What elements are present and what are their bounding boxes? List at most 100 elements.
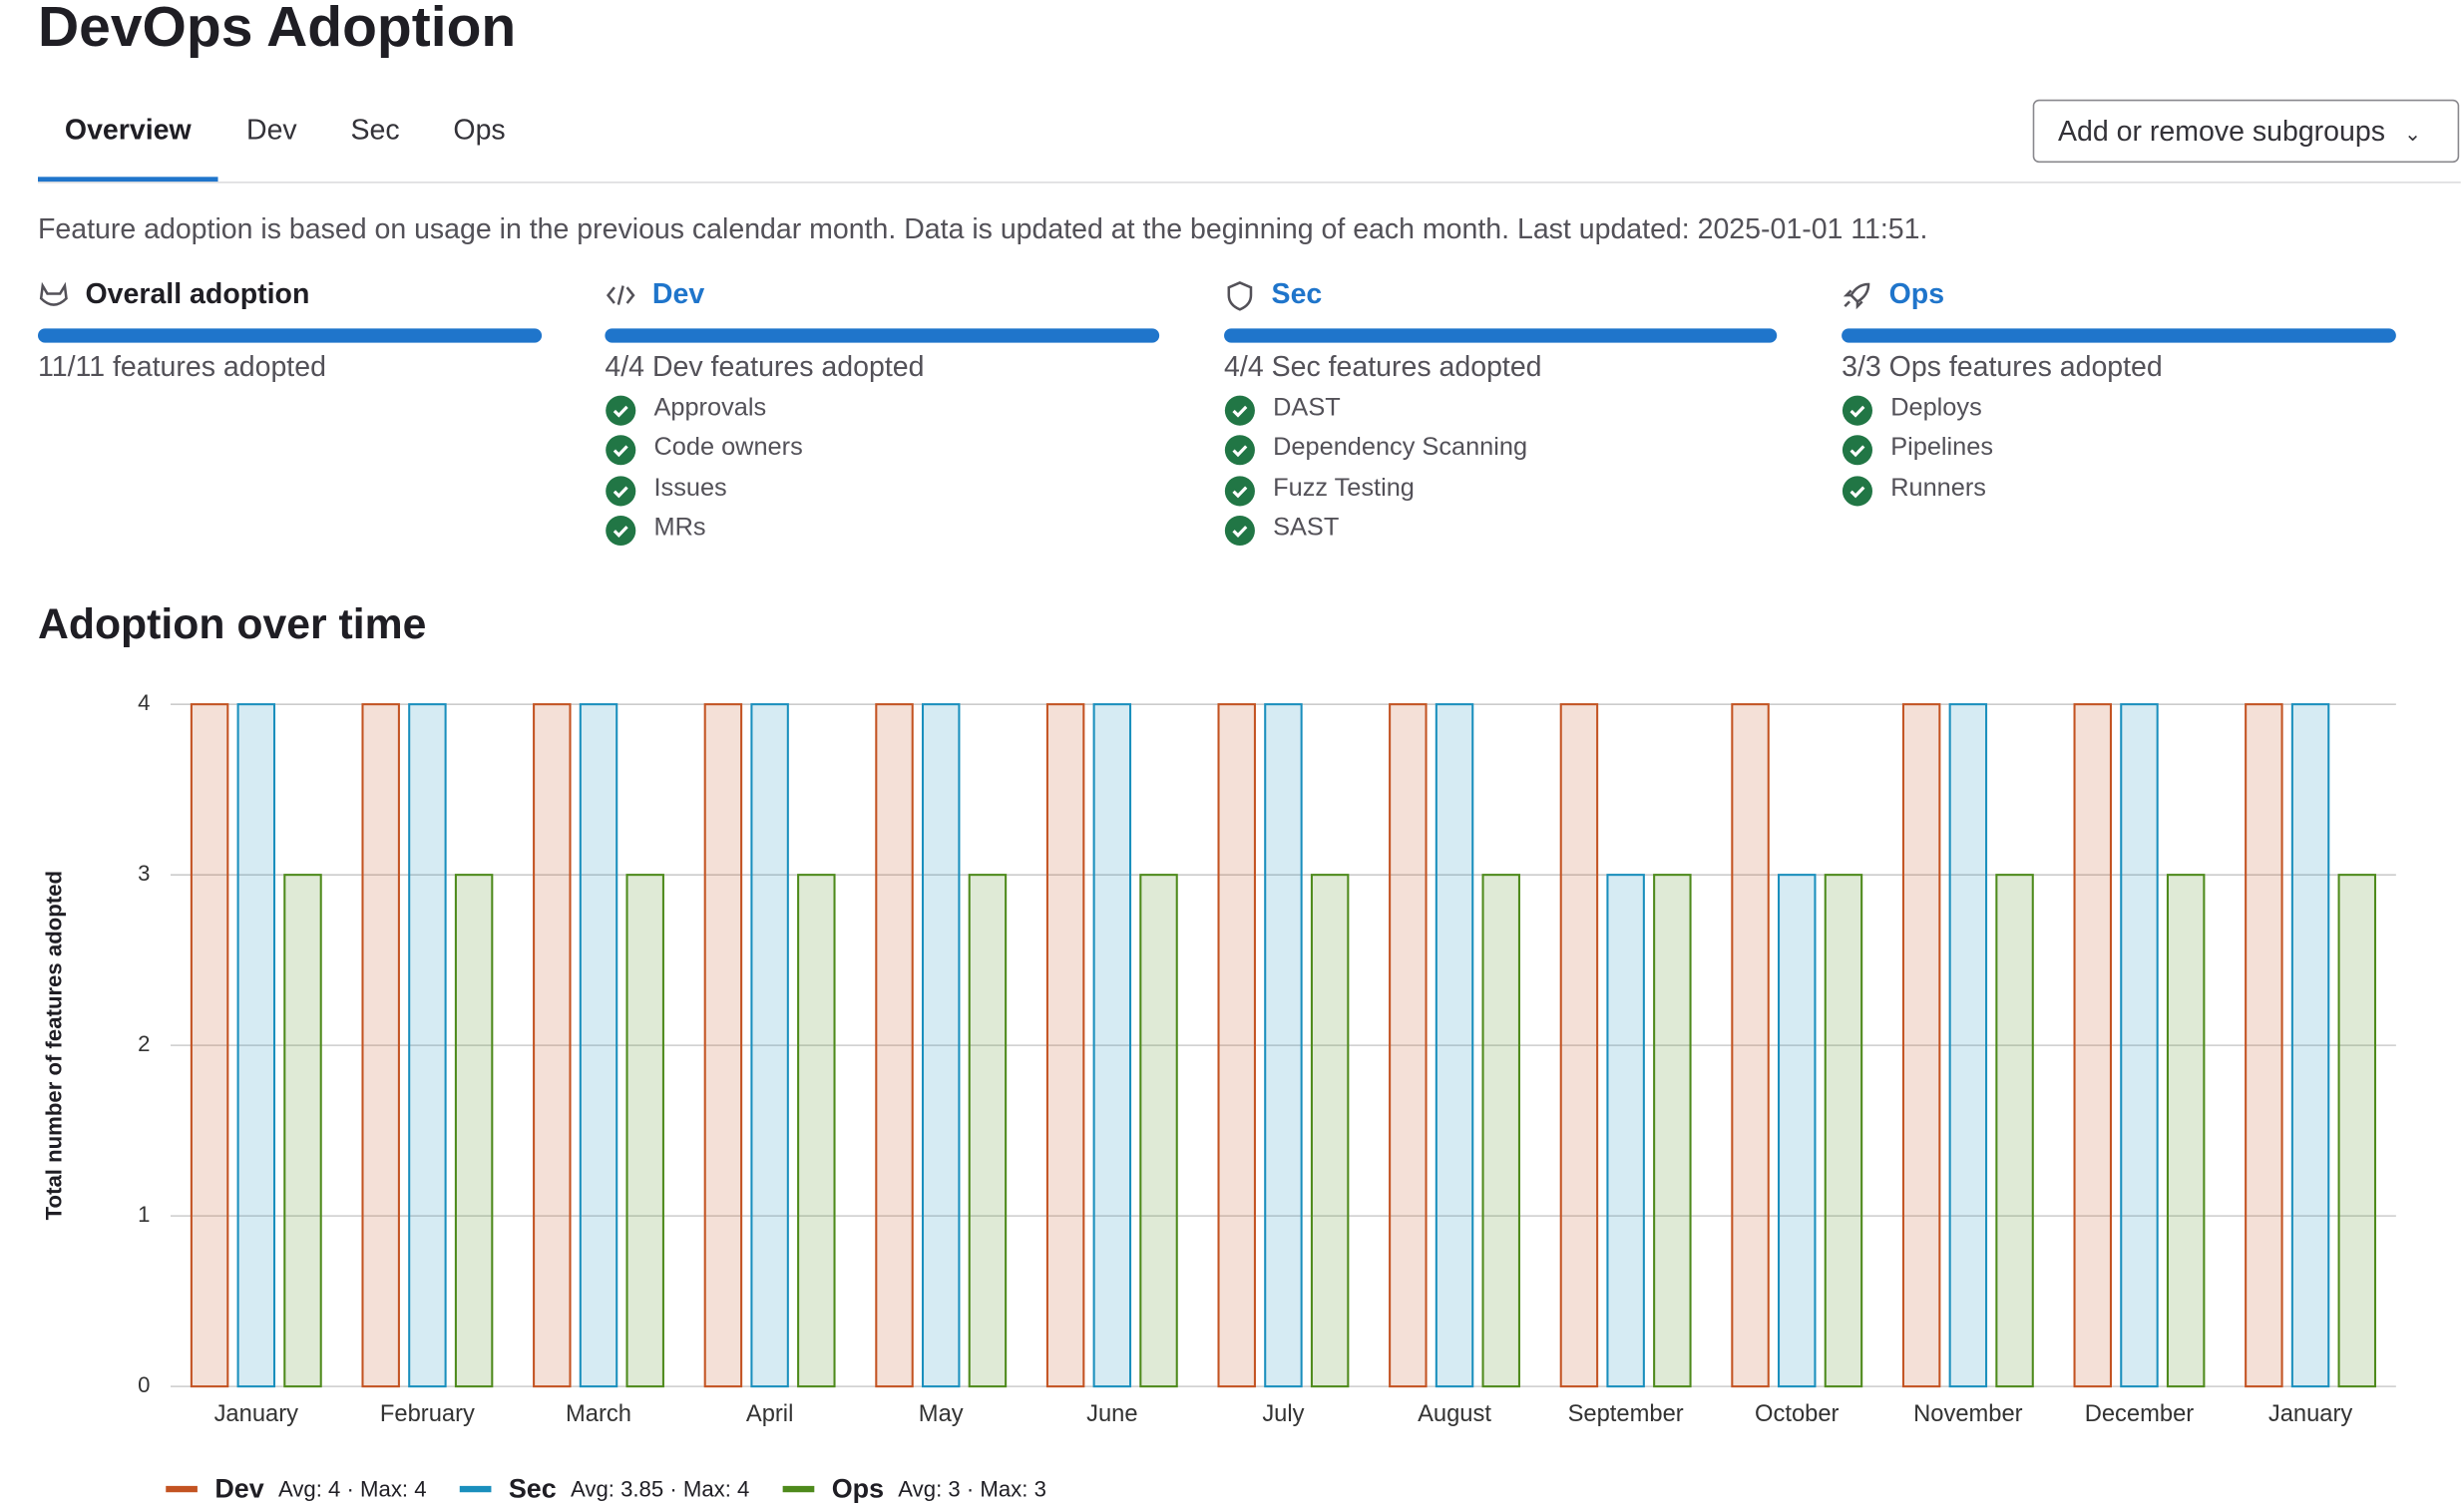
feature: Issues bbox=[653, 474, 727, 502]
feature: Dependency Scanning bbox=[1273, 434, 1528, 462]
legend-summary: Avg: 3.85 · Max: 4 bbox=[571, 1476, 749, 1501]
chart-title: Adoption over time bbox=[38, 600, 426, 648]
bar bbox=[408, 703, 447, 1388]
x-tick-label: January bbox=[214, 1401, 299, 1427]
y-tick-label: 0 bbox=[138, 1372, 150, 1397]
bar bbox=[533, 703, 572, 1388]
bar bbox=[2290, 703, 2330, 1388]
legend-name: Dev bbox=[214, 1474, 263, 1504]
check-icon bbox=[1224, 515, 1255, 546]
bar bbox=[1389, 703, 1428, 1388]
chevron: ⌄ bbox=[2403, 121, 2422, 146]
feature: DAST bbox=[1273, 394, 1341, 422]
bar bbox=[454, 874, 494, 1388]
feature: Deploys bbox=[1890, 394, 1982, 422]
legend-summary: Avg: 4 · Max: 4 bbox=[278, 1476, 427, 1501]
bar bbox=[1731, 703, 1770, 1388]
card-title[interactable]: Ops bbox=[1888, 277, 1945, 310]
feature: Runners bbox=[1890, 474, 1986, 502]
card-summary: 3/3 Ops features adopted bbox=[1842, 350, 2163, 383]
tab-divider bbox=[37, 182, 2461, 184]
legend-name: Ops bbox=[832, 1474, 884, 1504]
card-summary: 11/11 features adopted bbox=[37, 350, 326, 383]
bar bbox=[921, 703, 961, 1388]
feature: Pipelines bbox=[1890, 434, 1994, 462]
feature: Fuzz Testing bbox=[1273, 474, 1415, 502]
x-tick-label: November bbox=[1913, 1401, 2023, 1427]
check-icon bbox=[1842, 435, 1873, 466]
legend-name: Sec bbox=[509, 1474, 557, 1504]
check-icon bbox=[606, 475, 636, 506]
legend-swatch bbox=[459, 1485, 492, 1493]
subgroups-button[interactable]: Add or remove subgroups ⌄ bbox=[2032, 99, 2460, 164]
bar bbox=[750, 703, 789, 1388]
bar bbox=[1606, 874, 1645, 1388]
check-icon bbox=[606, 395, 636, 426]
feature: SAST bbox=[1273, 514, 1340, 542]
tab[interactable]: Ops bbox=[453, 113, 506, 146]
bar bbox=[1045, 703, 1085, 1388]
bar bbox=[361, 703, 400, 1388]
button-label: Add or remove subgroups bbox=[2058, 115, 2385, 148]
card-title: Overall adoption bbox=[85, 277, 310, 310]
bar bbox=[1092, 703, 1132, 1388]
bar bbox=[1559, 703, 1599, 1388]
x-tick-label: December bbox=[2085, 1401, 2195, 1427]
check-icon bbox=[1224, 475, 1255, 506]
bar bbox=[1653, 874, 1692, 1388]
x-tick-label: September bbox=[1568, 1401, 1684, 1427]
bar bbox=[1948, 703, 1988, 1388]
x-tick-label: March bbox=[566, 1401, 631, 1427]
card-summary: 4/4 Sec features adopted bbox=[1224, 350, 1542, 383]
bar bbox=[190, 703, 229, 1388]
bar bbox=[1264, 703, 1303, 1388]
feature: Code owners bbox=[653, 434, 803, 462]
card-title[interactable]: Dev bbox=[651, 277, 705, 310]
y-tick-label: 4 bbox=[138, 690, 150, 715]
x-tick-label: May bbox=[919, 1401, 964, 1427]
legend-swatch bbox=[782, 1485, 815, 1493]
bar bbox=[1139, 874, 1178, 1388]
card-summary: 4/4 Dev features adopted bbox=[605, 350, 925, 383]
tab[interactable]: Overview bbox=[64, 113, 192, 146]
y-tick-label: 3 bbox=[138, 861, 150, 886]
bar bbox=[703, 703, 743, 1388]
x-tick-label: October bbox=[1755, 1401, 1840, 1427]
x-tick-label: June bbox=[1086, 1401, 1137, 1427]
feature: Approvals bbox=[653, 394, 767, 422]
progress-bar bbox=[1224, 328, 1778, 343]
x-tick-label: August bbox=[1418, 1401, 1491, 1427]
bar bbox=[2120, 703, 2159, 1388]
y-tick-label: 2 bbox=[138, 1031, 150, 1056]
x-tick-label: July bbox=[1262, 1401, 1304, 1427]
x-tick-label: April bbox=[746, 1401, 793, 1427]
bar bbox=[1310, 874, 1350, 1388]
bar bbox=[625, 874, 664, 1388]
card-title[interactable]: Sec bbox=[1271, 277, 1323, 310]
description: Feature adoption is based on usage in th… bbox=[37, 212, 1928, 245]
bar bbox=[236, 703, 276, 1388]
bar bbox=[1481, 874, 1520, 1388]
legend-summary: Avg: 3 · Max: 3 bbox=[898, 1476, 1046, 1501]
bar bbox=[2073, 703, 2112, 1388]
card-icon bbox=[39, 281, 68, 306]
progress-bar bbox=[37, 328, 543, 343]
card-icon bbox=[606, 285, 635, 305]
check-icon bbox=[1224, 435, 1255, 466]
y-axis-label: Total number of features adopted bbox=[41, 871, 66, 1220]
tab[interactable]: Sec bbox=[350, 113, 400, 146]
y-tick-label: 1 bbox=[138, 1202, 150, 1227]
card-icon bbox=[1843, 282, 1870, 310]
check-icon bbox=[606, 435, 636, 466]
feature: MRs bbox=[653, 514, 706, 542]
check-icon bbox=[1842, 395, 1873, 426]
bar bbox=[1901, 703, 1941, 1388]
bar bbox=[1217, 703, 1256, 1388]
check-icon bbox=[1224, 395, 1255, 426]
card-icon bbox=[1227, 281, 1253, 311]
tab[interactable]: Dev bbox=[245, 113, 297, 146]
bar bbox=[283, 874, 322, 1388]
check-icon bbox=[606, 515, 636, 546]
